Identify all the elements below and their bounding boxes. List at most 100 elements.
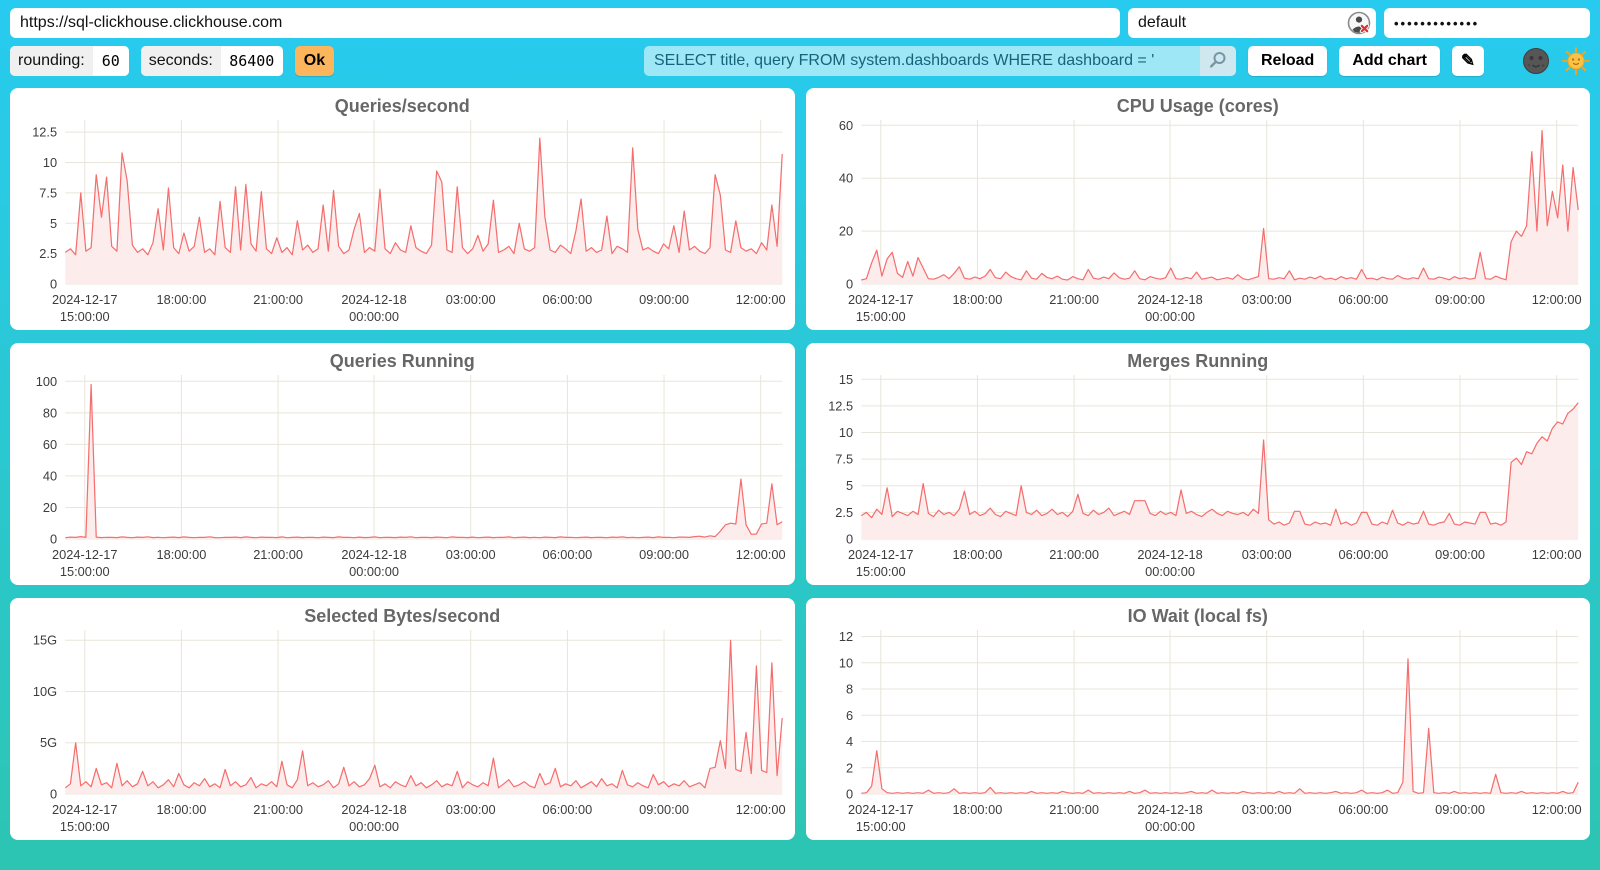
rounding-label: rounding: [10,46,93,76]
svg-text:2: 2 [845,761,852,775]
pencil-icon: ✎ [1460,51,1476,70]
ok-button[interactable]: Ok [294,46,335,76]
svg-text:21:00:00: 21:00:00 [1049,293,1099,307]
user-field-wrapper [1128,8,1376,38]
svg-text:10: 10 [43,156,57,170]
svg-text:09:00:00: 09:00:00 [639,803,689,817]
svg-text:20: 20 [43,501,57,515]
sun-face-icon [1562,47,1590,78]
dashboard-query-input[interactable] [643,46,1200,76]
svg-text:60: 60 [43,438,57,452]
svg-text:0: 0 [50,278,57,292]
seconds-input[interactable] [220,46,283,76]
svg-text:12.5: 12.5 [828,400,853,414]
svg-text:2024-12-18: 2024-12-18 [341,293,406,307]
svg-text:15G: 15G [33,634,57,648]
rounding-field: rounding: [10,46,129,76]
svg-text:12:00:00: 12:00:00 [736,548,786,562]
svg-text:03:00:00: 03:00:00 [1241,548,1291,562]
svg-text:2024-12-17: 2024-12-17 [52,548,117,562]
svg-text:0: 0 [50,788,57,802]
add-chart-button[interactable]: Add chart [1339,46,1440,76]
svg-text:21:00:00: 21:00:00 [253,293,303,307]
svg-text:15: 15 [838,373,852,387]
user-input[interactable] [1128,8,1376,38]
svg-text:2.5: 2.5 [39,247,57,261]
svg-text:09:00:00: 09:00:00 [1435,293,1485,307]
chart-card-selected-bytes: 2024-12-17 15:00:00 18:00:00 21:00:00 2024-1… [10,598,795,840]
chart-card-queries-running: 2024-12-17 15:00:00 18:00:00 21:00:00 2024-1… [10,343,795,585]
cpu-usage-chart[interactable]: 2024-12-17 15:00:00 18:00:00 21:00:00 2024-1… [806,88,1591,330]
svg-text:21:00:00: 21:00:00 [1049,548,1099,562]
svg-text:2024-12-18: 2024-12-18 [1137,803,1202,817]
svg-text:00:00:00: 00:00:00 [349,820,399,834]
user-error-icon [1347,11,1371,35]
svg-text:2024-12-17: 2024-12-17 [848,548,913,562]
queries-per-second-chart[interactable]: 2024-12-17 15:00:00 18:00:00 21:00:00 2024-1… [10,88,795,330]
svg-text:00:00:00: 00:00:00 [1145,565,1195,579]
svg-text:20: 20 [838,225,852,239]
svg-text:2024-12-18: 2024-12-18 [341,548,406,562]
svg-text:15:00:00: 15:00:00 [60,310,110,324]
svg-text:40: 40 [838,172,852,186]
svg-text:4: 4 [845,735,852,749]
svg-text:15:00:00: 15:00:00 [60,820,110,834]
svg-text:21:00:00: 21:00:00 [253,548,303,562]
svg-text:2024-12-17: 2024-12-17 [848,293,913,307]
chart-card-queries-per-second: 2024-12-17 15:00:00 18:00:00 21:00:00 2024-1… [10,88,795,330]
svg-text:03:00:00: 03:00:00 [446,293,496,307]
reload-button[interactable]: Reload [1247,46,1328,76]
svg-text:2024-12-17: 2024-12-17 [52,293,117,307]
rounding-input[interactable] [92,46,129,76]
svg-text:00:00:00: 00:00:00 [1145,310,1195,324]
svg-text:15:00:00: 15:00:00 [60,565,110,579]
controls-toolbar: rounding: seconds: Ok Reload Add chart ✎ [0,46,1600,76]
svg-text:60: 60 [838,119,852,133]
svg-text:100: 100 [36,375,57,389]
svg-text:80: 80 [43,406,57,420]
svg-text:0: 0 [845,788,852,802]
connection-bar [0,0,1600,38]
svg-text:09:00:00: 09:00:00 [1435,548,1485,562]
svg-text:18:00:00: 18:00:00 [952,548,1002,562]
svg-text:2.5: 2.5 [835,506,853,520]
svg-text:00:00:00: 00:00:00 [349,310,399,324]
svg-text:06:00:00: 06:00:00 [1338,548,1388,562]
svg-text:18:00:00: 18:00:00 [157,548,207,562]
svg-text:7.5: 7.5 [39,187,57,201]
svg-text:18:00:00: 18:00:00 [952,293,1002,307]
dashboard-query-group [643,46,1236,76]
svg-text:03:00:00: 03:00:00 [1241,293,1291,307]
svg-text:09:00:00: 09:00:00 [639,293,689,307]
svg-text:10: 10 [838,426,852,440]
chart-card-io-wait: 2024-12-17 15:00:00 18:00:00 21:00:00 2024-1… [805,598,1591,840]
svg-text:12:00:00: 12:00:00 [736,803,786,817]
svg-text:7.5: 7.5 [835,453,853,467]
dark-theme-toggle[interactable] [1522,47,1550,75]
chart-card-cpu-usage: 2024-12-17 15:00:00 18:00:00 21:00:00 2024-1… [805,88,1591,330]
svg-text:21:00:00: 21:00:00 [1049,803,1099,817]
server-url-input[interactable] [10,8,1120,38]
edit-queries-button[interactable]: ✎ [1452,46,1484,76]
svg-text:06:00:00: 06:00:00 [542,803,592,817]
svg-text:0: 0 [50,533,57,547]
svg-text:00:00:00: 00:00:00 [1145,820,1195,834]
svg-text:06:00:00: 06:00:00 [542,293,592,307]
merges-running-chart[interactable]: 2024-12-17 15:00:00 18:00:00 21:00:00 2024-1… [806,343,1591,585]
io-wait-chart[interactable]: 2024-12-17 15:00:00 18:00:00 21:00:00 2024-1… [806,598,1591,840]
svg-text:06:00:00: 06:00:00 [1338,293,1388,307]
svg-text:18:00:00: 18:00:00 [157,293,207,307]
svg-text:15:00:00: 15:00:00 [855,565,905,579]
svg-text:10G: 10G [33,685,57,699]
search-button[interactable] [1199,46,1236,76]
svg-text:5: 5 [845,479,852,493]
light-theme-toggle[interactable] [1562,47,1590,75]
svg-text:12: 12 [838,630,852,644]
password-input[interactable] [1384,8,1590,38]
selected-bytes-chart[interactable]: 2024-12-17 15:00:00 18:00:00 21:00:00 2024-1… [10,598,795,840]
svg-text:15:00:00: 15:00:00 [855,820,905,834]
svg-text:5G: 5G [40,736,57,750]
svg-text:03:00:00: 03:00:00 [1241,803,1291,817]
svg-text:12:00:00: 12:00:00 [1531,548,1581,562]
queries-running-chart[interactable]: 2024-12-17 15:00:00 18:00:00 21:00:00 2024-1… [10,343,795,585]
